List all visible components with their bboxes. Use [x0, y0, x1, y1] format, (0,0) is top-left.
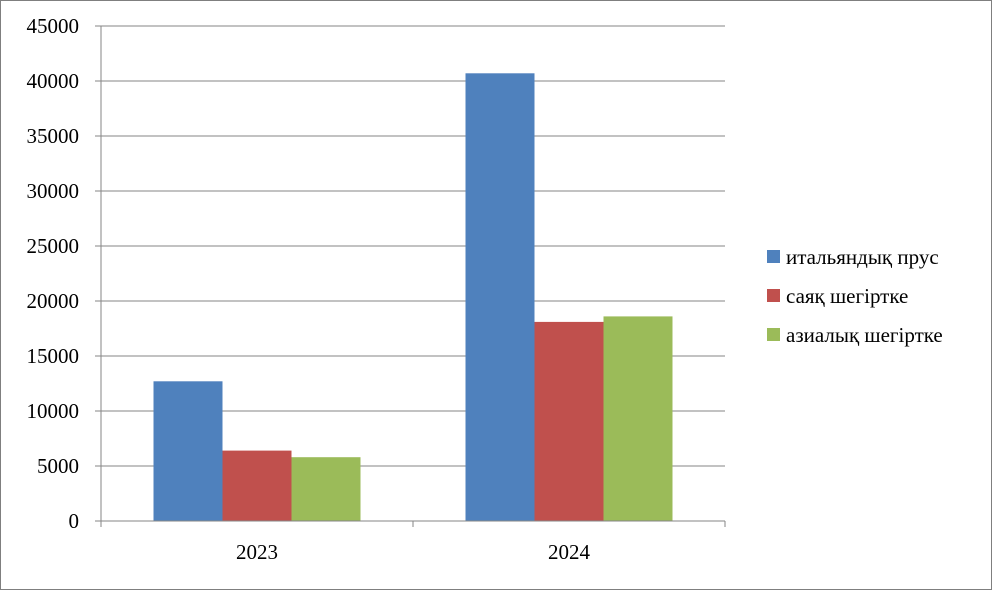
bar-2024-series-2 [603, 316, 673, 521]
legend-swatch [767, 289, 780, 302]
bar-2024-series-0 [465, 73, 535, 522]
y-tick-label: 0 [69, 509, 80, 533]
legend-label: итальяндық прус [786, 245, 939, 269]
y-tick-label: 35000 [27, 124, 80, 148]
y-tick-label: 10000 [27, 399, 80, 423]
legend-swatch [767, 250, 780, 263]
bar-2024-series-1 [534, 321, 604, 521]
x-tick-label: 2023 [236, 540, 278, 564]
y-tick-labels: 0 5000 10000 15000 20000 25000 30000 35000 40000… [27, 14, 80, 533]
y-tick-label: 40000 [27, 69, 80, 93]
x-tick-labels: 2023 2024 [236, 540, 591, 564]
legend: итальяндық прус саяқ шегіртке азиалық шегі… [767, 245, 943, 347]
bar-2023-series-2 [291, 457, 361, 521]
x-tick-label: 2024 [548, 540, 591, 564]
legend-label: азиалық шегіртке [786, 323, 943, 347]
y-tick-label: 20000 [27, 289, 80, 313]
y-tick-label: 5000 [37, 454, 79, 478]
y-tick-label: 30000 [27, 179, 80, 203]
y-tick-label: 45000 [27, 14, 80, 38]
y-tick-label: 25000 [27, 234, 80, 258]
bar-2023-series-1 [222, 450, 292, 521]
y-tick-label: 15000 [27, 344, 80, 368]
bar-2023-series-0 [153, 381, 223, 521]
axes [95, 25, 726, 527]
bars [153, 73, 673, 522]
legend-label: саяқ шегіртке [786, 284, 908, 308]
legend-swatch [767, 328, 780, 341]
